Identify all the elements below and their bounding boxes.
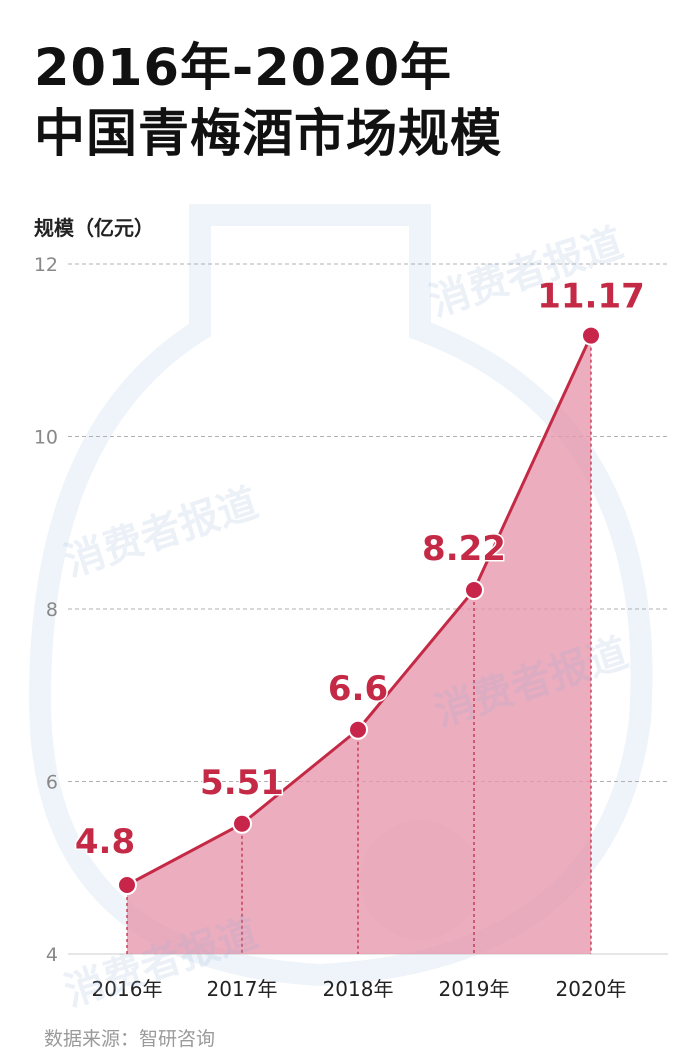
point-layer [117, 325, 601, 895]
y-tick-label: 6 [46, 772, 58, 794]
drop-lines [126, 335, 592, 954]
y-tick-label: 10 [34, 427, 58, 449]
x-tick-label: 2018年 [323, 977, 394, 1001]
data-label: 4.8 [75, 822, 135, 862]
title-line-1: 2016年-2020年 [34, 39, 453, 98]
x-tick-label: 2020年 [556, 977, 627, 1001]
data-label: 5.51 [200, 763, 284, 803]
y-tick-label: 4 [46, 944, 58, 966]
data-label: 11.17 [537, 277, 645, 317]
data-point [464, 580, 484, 601]
data-point [117, 875, 137, 895]
y-tick-label: 8 [46, 599, 58, 621]
data-point [581, 325, 601, 346]
data-label: 6.6 [328, 669, 388, 709]
x-tick-label: 2017年 [207, 977, 278, 1001]
data-label: 8.22 [422, 529, 506, 569]
tick-layer: 4 6 8 10 12 2016年 2017年 2018年 2019年 2020年 [34, 254, 627, 1001]
data-source: 数据来源：智研咨询 [44, 1028, 216, 1050]
data-point [232, 813, 252, 834]
label-layer: 4.8 5.51 6.6 8.22 11.17 [73, 275, 646, 863]
flask-decoration [28, 204, 653, 987]
area-fill [127, 335, 591, 954]
data-point [348, 719, 368, 740]
title-line-2: 中国青梅酒市场规模 [34, 105, 503, 164]
x-tick-label: 2019年 [439, 977, 510, 1001]
chart-title: 2016年-2020年 中国青梅酒市场规模 [34, 36, 502, 168]
x-tick-label: 2016年 [92, 977, 163, 1001]
y-axis-label: 规模（亿元） [34, 216, 154, 240]
y-tick-label: 12 [34, 254, 58, 276]
area-layer [127, 335, 591, 954]
